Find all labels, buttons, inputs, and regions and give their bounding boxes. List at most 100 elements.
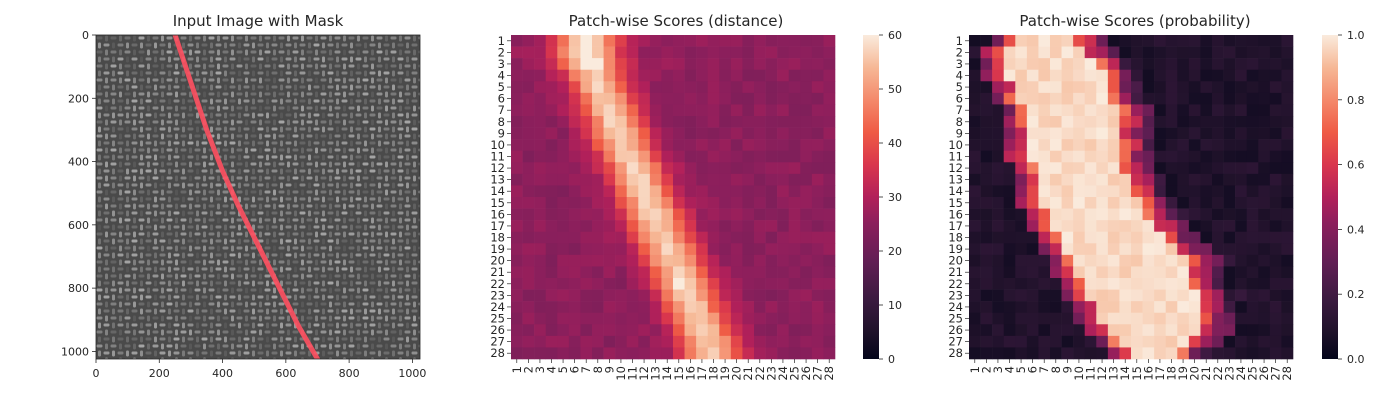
distance-cell [707, 127, 720, 140]
distance-cell [800, 92, 813, 105]
distance-cell [696, 243, 709, 256]
distance-cell [673, 81, 685, 94]
distance-cell [649, 254, 662, 267]
distance-cell [696, 185, 709, 198]
fabric-weave [96, 35, 420, 359]
distance-cell [823, 335, 836, 348]
probability-cell [1235, 312, 1248, 325]
distance-y-tick-label: 8 [498, 115, 505, 129]
probability-cell [1119, 243, 1132, 256]
distance-cell [673, 335, 685, 348]
probability-cell [1246, 220, 1259, 233]
probability-cell [1223, 92, 1236, 105]
distance-cell [673, 116, 685, 128]
probability-cell [1073, 116, 1086, 128]
distance-cell [545, 266, 558, 279]
probability-cell [1038, 301, 1051, 314]
probability-colorbar [1322, 35, 1338, 359]
distance-cell [754, 347, 766, 360]
probability-cell [1131, 173, 1143, 186]
distance-cell [823, 266, 836, 279]
probability-cell [1050, 243, 1062, 256]
probability-y-tick-label: 28 [948, 346, 963, 360]
distance-cell [603, 139, 616, 152]
distance-cell [626, 116, 639, 128]
distance-cell [765, 312, 778, 325]
probability-cell [1269, 220, 1282, 233]
distance-cell [684, 104, 697, 117]
probability-cell [1131, 197, 1143, 209]
probability-cell [1235, 278, 1248, 290]
distance-cell [788, 81, 801, 94]
probability-cell [1281, 324, 1294, 337]
distance-cell [603, 46, 616, 59]
probability-cell [1154, 266, 1167, 279]
probability-cell [1154, 289, 1167, 302]
distance-cell [777, 81, 790, 94]
distance-cell [580, 220, 593, 233]
probability-x-tick-label: 2 [979, 366, 993, 373]
distance-cell [534, 335, 547, 348]
probability-cell [1165, 278, 1178, 290]
probability-cell [1154, 347, 1167, 360]
distance-cell [522, 312, 535, 325]
probability-cell [1026, 162, 1039, 175]
distance-cell [684, 197, 697, 209]
probability-cell [1119, 104, 1132, 117]
probability-cell [1246, 289, 1259, 302]
probability-y-tick-label: 18 [948, 231, 963, 245]
distance-cell [800, 127, 813, 140]
distance-cell [545, 35, 558, 47]
distance-cell [638, 81, 651, 94]
distance-cell [730, 92, 743, 105]
distance-cell [615, 312, 628, 325]
distance-cell [626, 278, 639, 290]
probability-cell [1084, 46, 1097, 59]
probability-cell [1212, 243, 1224, 256]
distance-cell [684, 46, 697, 59]
probability-cell [1223, 243, 1236, 256]
probability-cell [1188, 347, 1201, 360]
probability-cell [969, 69, 981, 82]
probability-cell [1235, 254, 1248, 267]
distance-cell [580, 162, 593, 175]
probability-cell [1131, 58, 1143, 71]
distance-cell [603, 162, 616, 175]
probability-cell [1084, 173, 1097, 186]
probability-cell [1061, 127, 1074, 140]
probability-x-tick-label: 8 [1049, 366, 1063, 373]
distance-cell [626, 231, 639, 244]
probability-cell [1050, 301, 1062, 314]
probability-cell [1188, 220, 1201, 233]
probability-cell [1084, 35, 1097, 47]
probability-cell [992, 92, 1005, 105]
distance-cell [707, 324, 720, 337]
probability-cell [1107, 335, 1120, 348]
distance-cell [511, 220, 523, 233]
probability-cell [1188, 162, 1201, 175]
distance-cell [754, 69, 766, 82]
distance-cell [696, 46, 709, 59]
probability-cell [1026, 197, 1039, 209]
probability-y-tick-label: 27 [948, 335, 963, 349]
distance-cell [580, 104, 593, 117]
distance-cell [615, 92, 628, 105]
probability-cell [1015, 231, 1028, 244]
distance-cell [696, 92, 709, 105]
distance-cell [765, 347, 778, 360]
image-x-tick-label: 1000 [398, 367, 426, 380]
probability-cell [1212, 35, 1224, 47]
probability-cell [1003, 69, 1016, 82]
probability-cell [1154, 69, 1167, 82]
probability-cell [1096, 92, 1109, 105]
probability-cell [1131, 46, 1143, 59]
distance-cell [511, 278, 523, 290]
distance-cell [707, 208, 720, 221]
probability-cell [1246, 231, 1259, 244]
distance-cell [661, 81, 674, 94]
probability-cell [1107, 81, 1120, 94]
distance-cell [615, 127, 628, 140]
probability-cell [1269, 289, 1282, 302]
probability-y-tick-label: 7 [956, 103, 963, 117]
